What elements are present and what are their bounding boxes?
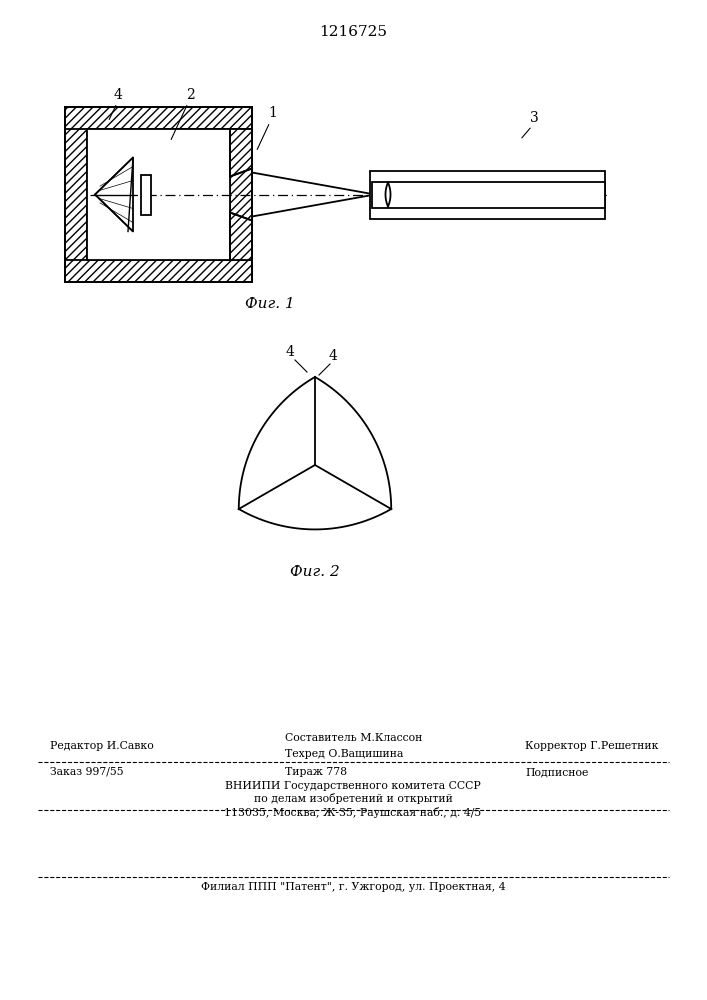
- Text: Корректор Г.Решетник: Корректор Г.Решетник: [525, 741, 658, 751]
- Polygon shape: [230, 129, 252, 176]
- Text: Фиг. 2: Фиг. 2: [290, 565, 340, 579]
- Text: 1: 1: [268, 106, 277, 120]
- Text: по делам изобретений и открытий: по делам изобретений и открытий: [254, 794, 452, 804]
- Text: Фиг. 1: Фиг. 1: [245, 297, 295, 311]
- Text: Тираж 778: Тираж 778: [285, 767, 347, 777]
- Text: 1216725: 1216725: [319, 25, 387, 39]
- Text: 4: 4: [286, 345, 294, 359]
- Bar: [87, 129, 230, 260]
- Text: Составитель М.Классон: Составитель М.Классон: [285, 733, 422, 743]
- Bar: [141, 174, 151, 215]
- Text: Заказ 997/55: Заказ 997/55: [50, 767, 124, 777]
- Bar: [372, 182, 605, 208]
- Text: Подписное: Подписное: [525, 767, 588, 777]
- Bar: [65, 107, 252, 129]
- Text: 2: 2: [186, 88, 194, 102]
- Text: 3: 3: [530, 111, 539, 125]
- Text: ВНИИПИ Государственного комитета СССР: ВНИИПИ Государственного комитета СССР: [225, 781, 481, 791]
- Text: Филиал ППП "Патент", г. Ужгород, ул. Проектная, 4: Филиал ППП "Патент", г. Ужгород, ул. Про…: [201, 882, 506, 892]
- Text: 113035, Москва, Ж-35, Раушская наб., д. 4/5: 113035, Москва, Ж-35, Раушская наб., д. …: [224, 806, 481, 818]
- Polygon shape: [230, 213, 252, 260]
- Bar: [370, 170, 605, 219]
- Text: 4: 4: [329, 349, 337, 363]
- Bar: [65, 107, 87, 282]
- Text: Редактор И.Савко: Редактор И.Савко: [50, 741, 153, 751]
- Text: Техред О.Ващишина: Техред О.Ващишина: [285, 749, 404, 759]
- Bar: [230, 107, 252, 282]
- Polygon shape: [95, 157, 133, 232]
- Text: 4: 4: [114, 88, 122, 102]
- Bar: [65, 260, 252, 282]
